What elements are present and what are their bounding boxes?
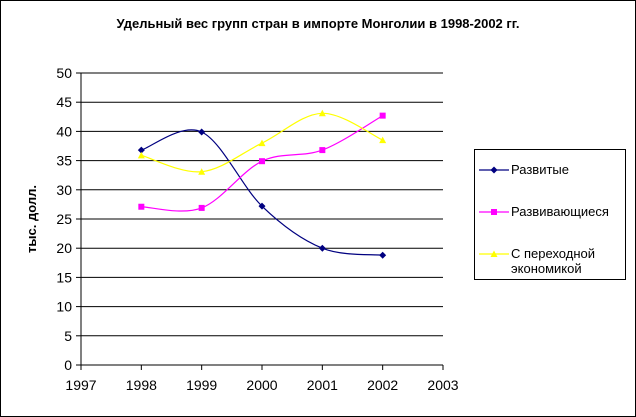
series-0-point-2000 <box>258 202 266 210</box>
y-tick-label-30: 30 <box>56 182 72 198</box>
legend-swatch-developed <box>479 166 509 174</box>
y-tick-label-40: 40 <box>56 123 72 139</box>
series-0-point-2002 <box>379 251 387 259</box>
series-1-point-1998 <box>138 203 145 210</box>
series-2-point-1998 <box>137 151 145 159</box>
y-tick-label-5: 5 <box>64 328 72 344</box>
x-tick-label-1998: 1998 <box>126 377 157 393</box>
series-0-point-1999 <box>198 128 206 136</box>
series-2-point-2000 <box>258 139 266 147</box>
legend-label-developing: Развивающиеся <box>511 204 609 219</box>
x-tick-label-2000: 2000 <box>246 377 277 393</box>
series-line-0 <box>141 129 383 256</box>
series-2-point-2001 <box>318 109 326 117</box>
y-tick-label-10: 10 <box>56 299 72 315</box>
series-1-point-1999 <box>198 204 205 211</box>
series-0-point-2001 <box>318 244 326 252</box>
y-tick-label-20: 20 <box>56 240 72 256</box>
legend-label-developed: Развитые <box>511 162 569 177</box>
series-2-point-1999 <box>198 168 206 175</box>
x-tick-label-2003: 2003 <box>427 377 458 393</box>
y-axis-label: тыс. долл. <box>24 185 39 253</box>
legend: Развитые Развивающиеся С переходной экон… <box>474 149 626 280</box>
y-tick-label-0: 0 <box>64 357 72 373</box>
y-tick-label-50: 50 <box>56 65 72 81</box>
series-1-point-2002 <box>379 112 386 119</box>
legend-label-transition-line1: С переходной <box>511 246 595 261</box>
legend-label-transition-line2: экономикой <box>511 261 582 276</box>
x-tick-label-2001: 2001 <box>307 377 338 393</box>
x-tick-label-2002: 2002 <box>367 377 398 393</box>
series-1-point-2001 <box>319 147 326 154</box>
legend-swatch-transition <box>479 250 509 257</box>
chart-title: Удельный вес групп стран в импорте Монго… <box>116 16 520 31</box>
y-tick-label-45: 45 <box>56 94 72 110</box>
x-tick-label-1999: 1999 <box>186 377 217 393</box>
y-tick-label-15: 15 <box>56 269 72 285</box>
y-tick-label-35: 35 <box>56 153 72 169</box>
series-1-point-2000 <box>259 158 265 165</box>
y-tick-label-25: 25 <box>56 211 72 227</box>
series-0-point-1998 <box>137 146 145 154</box>
x-tick-label-1997: 1997 <box>65 377 96 393</box>
series-2-point-2002 <box>379 136 387 144</box>
legend-swatch-developing <box>479 209 509 215</box>
